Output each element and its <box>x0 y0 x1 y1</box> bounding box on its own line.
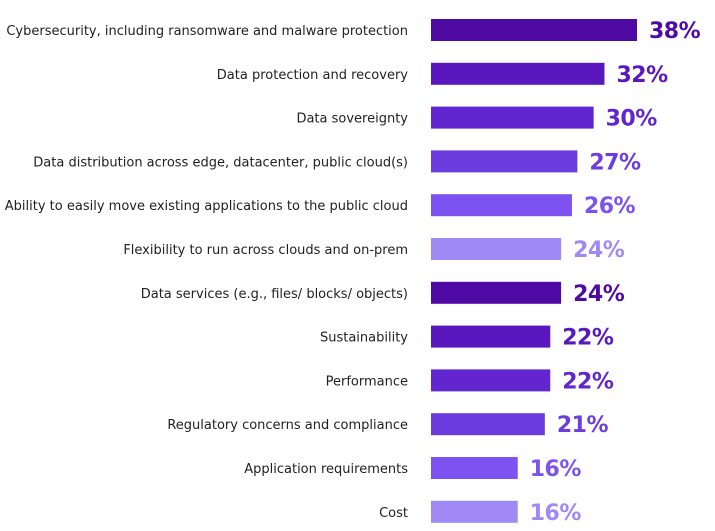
bar <box>431 62 605 85</box>
bar <box>431 238 562 260</box>
bar <box>431 194 572 217</box>
category-label: Cost <box>379 506 408 521</box>
bar <box>431 500 518 523</box>
category-label: Data services (e.g., files/ blocks/ obje… <box>141 287 408 302</box>
category-label: Flexibility to run across clouds and on-… <box>123 243 408 258</box>
category-label: Data distribution across edge, datacente… <box>33 155 408 170</box>
value-label: 22% <box>562 326 614 351</box>
value-label: 16% <box>530 501 582 526</box>
bar <box>431 413 545 436</box>
value-label: 21% <box>557 413 609 438</box>
value-label: 22% <box>562 369 614 394</box>
value-label: 38% <box>649 19 701 44</box>
value-label: 30% <box>606 107 658 132</box>
category-label: Performance <box>326 374 408 389</box>
category-label: Data sovereignty <box>296 112 408 127</box>
bar <box>431 325 551 348</box>
bar <box>431 369 551 392</box>
category-label: Cybersecurity, including ransomware and … <box>6 24 408 39</box>
bar <box>431 106 594 129</box>
bar <box>431 150 578 173</box>
category-label: Data protection and recovery <box>217 68 408 83</box>
value-label: 16% <box>530 457 582 482</box>
category-label: Regulatory concerns and compliance <box>167 418 408 433</box>
value-label: 24% <box>573 282 625 307</box>
value-label: 32% <box>616 63 668 88</box>
value-label: 24% <box>573 238 625 263</box>
value-label: 27% <box>589 150 641 175</box>
bar <box>431 281 562 304</box>
category-label: Application requirements <box>244 462 408 477</box>
bar <box>431 19 637 41</box>
value-label: 26% <box>584 194 636 219</box>
category-label: Sustainability <box>320 331 408 346</box>
bar <box>431 457 518 479</box>
category-label: Ability to easily move existing applicat… <box>5 199 408 214</box>
